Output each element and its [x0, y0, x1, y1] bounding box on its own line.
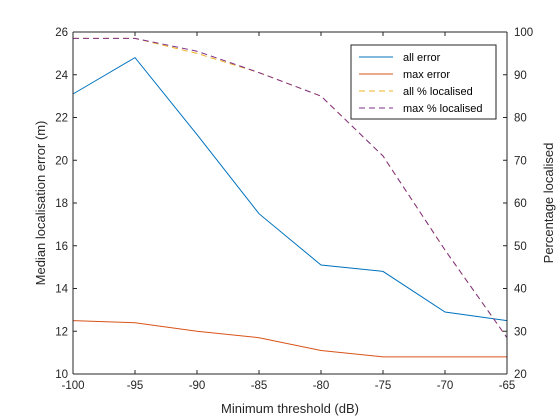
- x-tick-label: -95: [127, 380, 144, 392]
- series-line-2: [72, 320, 507, 358]
- right-y-tick-label: 80: [514, 113, 527, 125]
- right-y-axis-label: Percentage localised: [541, 143, 556, 264]
- x-tick-label: -80: [313, 380, 330, 392]
- legend-label: all % localised: [403, 86, 473, 98]
- series-line-1: [72, 56, 508, 322]
- left-y-tick-label: 16: [55, 241, 68, 253]
- x-tick-label: -75: [375, 380, 392, 392]
- right-y-tick-label: 20: [514, 369, 527, 381]
- left-y-tick-label: 18: [55, 198, 68, 210]
- left-y-tick-label: 26: [55, 27, 68, 39]
- x-tick-label: -100: [61, 380, 84, 392]
- left-y-tick-label: 22: [55, 113, 68, 125]
- x-tick-label: -85: [251, 380, 268, 392]
- right-y-tick-label: 30: [514, 326, 527, 338]
- legend: all error max error all % localised max % l…: [350, 44, 497, 120]
- left-y-tick-label: 12: [55, 326, 68, 338]
- x-tick-label: -65: [499, 380, 516, 392]
- x-tick-label: -90: [189, 380, 206, 392]
- right-y-tick-label: 50: [514, 241, 527, 253]
- right-y-tick-label: 90: [514, 70, 527, 82]
- right-y-tick-label: 60: [514, 198, 527, 210]
- left-y-axis-label: Median localisation error (m): [33, 121, 48, 286]
- series-layer: [72, 37, 508, 358]
- left-y-tick-label: 14: [55, 284, 68, 296]
- right-y-tick-label: 70: [514, 155, 527, 167]
- series-line-4: [73, 37, 508, 338]
- legend-label: max error: [403, 69, 450, 81]
- left-y-tick-label: 10: [55, 369, 68, 381]
- x-axis-label: Minimum threshold (dB): [221, 401, 359, 416]
- right-y-tick-label: 100: [514, 27, 533, 39]
- legend-label: max % localised: [403, 103, 482, 115]
- ticks-layer: -100 -95 -90 -85 -80 -75 -70 -65 10 12 14 16 18 20 22 2…: [55, 27, 533, 392]
- x-tick-label: -70: [437, 380, 454, 392]
- left-y-tick-label: 24: [55, 70, 68, 82]
- legend-label: all error: [403, 52, 441, 64]
- right-y-tick-label: 40: [514, 284, 527, 296]
- left-y-tick-label: 20: [55, 155, 68, 167]
